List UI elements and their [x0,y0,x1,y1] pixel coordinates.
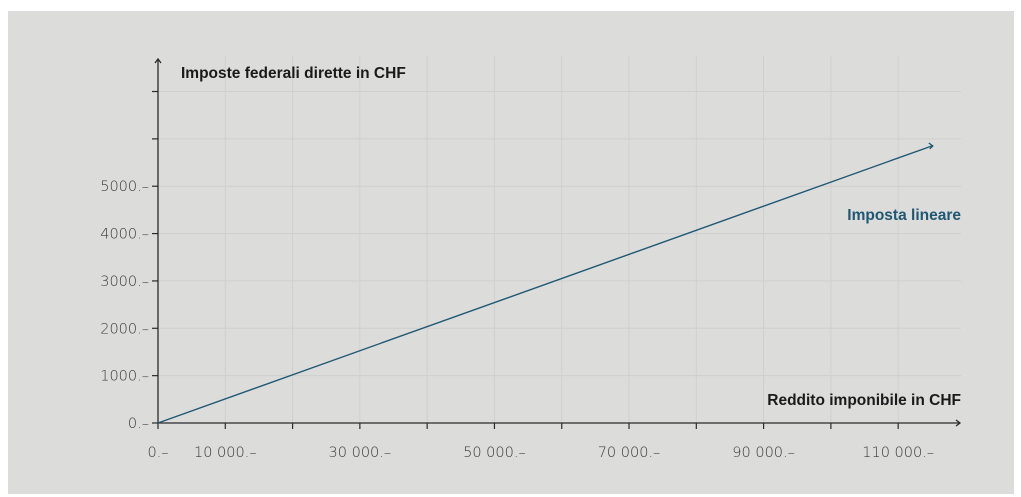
x-tick-label: 110 000.– [862,445,934,461]
series-arrow [928,142,934,150]
chart: 0.– 1000.– 2000.– 3000.– 4000.– 5000.– 0.– 10 0… [100,56,962,461]
x-tick-label: 50 000.– [463,445,526,461]
x-axis-title: Reddito imponibile in CHF [767,392,961,409]
y-tick-label: 5000.– [100,179,149,195]
x-tick-label: 70 000.– [598,445,661,461]
ticks: 0.– 1000.– 2000.– 3000.– 4000.– 5000.– 0.– 10 0… [100,90,934,461]
y-tick-label: 2000.– [100,321,149,337]
series-label: Imposta lineare [847,207,961,224]
chart-panel: 0.– 1000.– 2000.– 3000.– 4000.– 5000.– 0.– 10 0… [8,11,1014,494]
x-tick-label: 10 000.– [194,445,257,461]
y-axis-title: Imposte federali dirette in CHF [181,65,406,82]
x-tick-label: 30 000.– [329,445,392,461]
series [157,142,934,424]
y-tick-label: 1000.– [100,369,149,385]
x-axis-arrow [955,419,962,427]
axes [154,57,962,427]
y-tick-label: 4000.– [100,227,149,243]
x-tick-label: 0.– [147,445,168,461]
grid [158,56,961,423]
x-tick-label: 90 000.– [732,445,795,461]
y-tick-label: 3000.– [100,274,149,290]
y-tick-label: 0.– [128,416,149,432]
y-axis-arrow [154,57,162,64]
series-line [157,145,933,424]
